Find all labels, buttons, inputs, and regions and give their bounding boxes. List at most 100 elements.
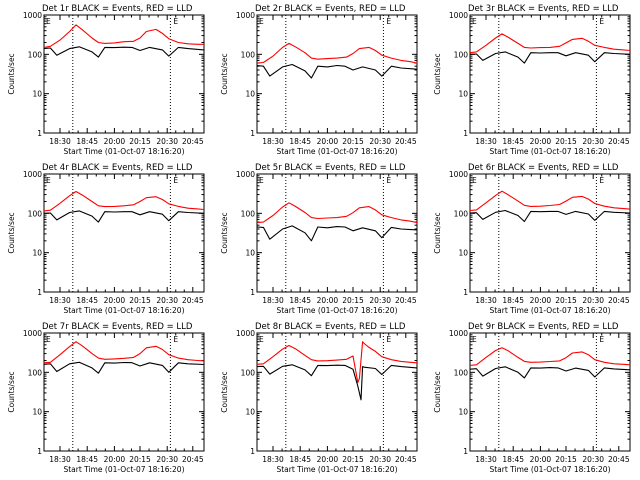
detector-panel-6: Det 6r BLACK = Events, RED = LLD 1 10 100 10… — [433, 163, 631, 315]
x-tick-label: 20:00 — [530, 455, 552, 464]
corner-mark-right: E — [173, 176, 178, 185]
x-tick-label: 18:30 — [262, 455, 284, 464]
series-events-black — [43, 210, 205, 223]
y-tick-label: 1000 — [449, 329, 468, 338]
series-lld-red — [469, 347, 631, 366]
plot-frame — [43, 14, 205, 134]
x-tick-label: 18:45 — [289, 137, 311, 146]
x-tick-label: 20:15 — [555, 296, 577, 305]
series-events-black — [43, 361, 205, 374]
x-tick-label: 20:45 — [608, 137, 630, 146]
y-axis-label: Counts/sec — [7, 212, 16, 253]
y-tick-label: 1000 — [449, 170, 468, 179]
series-events-black — [256, 364, 418, 401]
y-tick-label: 10 — [245, 90, 255, 99]
y-tick-label: 1000 — [23, 170, 42, 179]
y-tick-label: 10 — [245, 408, 255, 417]
y-tick-label: 100 — [241, 368, 256, 377]
x-tick-label: 20:00 — [104, 455, 126, 464]
corner-mark-left: E — [46, 176, 51, 185]
x-tick-label: 18:45 — [76, 455, 98, 464]
panel-title: Det 6r BLACK = Events, RED = LLD — [468, 163, 619, 173]
x-tick-label: 18:30 — [475, 455, 497, 464]
x-tick-label: 20:00 — [530, 137, 552, 146]
x-tick-label: 18:30 — [49, 137, 71, 146]
corner-mark-right: E — [599, 176, 604, 185]
panel-title: Det 5r BLACK = Events, RED = LLD — [255, 163, 406, 173]
series-lld-red — [43, 24, 204, 48]
detector-panel-5: Det 5r BLACK = Events, RED = LLD 1 10 100 10… — [220, 163, 418, 315]
corner-mark-right: E — [599, 335, 604, 344]
x-tick-label: 20:30 — [582, 296, 604, 305]
y-tick-label: 10 — [32, 408, 42, 417]
panel-title: Det 3r BLACK = Events, RED = LLD — [468, 4, 619, 14]
x-axis-label: Start Time (01-Oct-07 18:16:20) — [276, 147, 397, 156]
y-tick-label: 100 — [28, 368, 43, 377]
y-tick-label: 1 — [250, 129, 255, 138]
corner-mark-right: E — [173, 335, 178, 344]
x-axis-label: Start Time (01-Oct-07 18:16:20) — [63, 147, 184, 156]
corner-mark-left: E — [46, 17, 51, 26]
y-tick-label: 100 — [28, 209, 43, 218]
y-axis-label: Counts/sec — [220, 371, 229, 412]
x-tick-label: 20:30 — [582, 455, 604, 464]
x-tick-label: 20:45 — [182, 137, 204, 146]
x-tick-label: 20:00 — [317, 296, 339, 305]
y-tick-label: 1 — [463, 447, 468, 456]
x-tick-label: 20:15 — [342, 137, 364, 146]
x-tick-label: 20:30 — [369, 455, 391, 464]
x-tick-label: 18:45 — [502, 455, 524, 464]
x-tick-label: 18:30 — [49, 296, 71, 305]
corner-mark-left: E — [259, 335, 264, 344]
x-tick-label: 20:45 — [395, 455, 417, 464]
y-tick-label: 1 — [250, 288, 255, 297]
y-tick-label: 1 — [37, 447, 42, 456]
x-tick-label: 20:45 — [608, 455, 630, 464]
y-tick-label: 1000 — [23, 11, 42, 20]
series-events-black — [43, 46, 205, 58]
y-tick-label: 100 — [454, 50, 469, 59]
detector-panel-1: Det 1r BLACK = Events, RED = LLD 1 10 100 10… — [7, 4, 205, 156]
series-lld-red — [43, 190, 205, 212]
y-tick-label: 10 — [458, 90, 468, 99]
x-tick-label: 20:15 — [555, 137, 577, 146]
x-tick-label: 18:45 — [76, 137, 98, 146]
corner-mark-right: E — [386, 176, 391, 185]
series-lld-red — [43, 341, 205, 364]
x-tick-label: 20:30 — [369, 296, 391, 305]
plot-frame — [256, 14, 418, 134]
y-axis-label: Counts/sec — [220, 212, 229, 253]
x-tick-label: 20:45 — [395, 137, 417, 146]
panel-title: Det 1r BLACK = Events, RED = LLD — [42, 4, 193, 14]
y-tick-label: 100 — [454, 209, 469, 218]
corner-mark-right: E — [386, 17, 391, 26]
y-tick-label: 100 — [241, 209, 256, 218]
panel-title: Det 8r BLACK = Events, RED = LLD — [255, 322, 406, 332]
x-tick-label: 18:30 — [475, 296, 497, 305]
detector-panel-3: Det 3r BLACK = Events, RED = LLD 1 10 100 10… — [433, 4, 631, 156]
x-tick-label: 18:45 — [289, 296, 311, 305]
x-axis-label: Start Time (01-Oct-07 18:16:20) — [489, 147, 610, 156]
y-tick-label: 1000 — [449, 11, 468, 20]
x-tick-label: 18:30 — [262, 137, 284, 146]
x-tick-label: 20:15 — [342, 455, 364, 464]
x-axis-label: Start Time (01-Oct-07 18:16:20) — [489, 465, 610, 474]
x-tick-label: 20:45 — [395, 296, 417, 305]
x-tick-label: 20:00 — [530, 296, 552, 305]
y-tick-label: 1000 — [23, 329, 42, 338]
series-lld-red — [469, 190, 631, 212]
corner-mark-left: E — [259, 176, 264, 185]
panel-title: Det 4r BLACK = Events, RED = LLD — [42, 163, 193, 173]
series-lld-red — [256, 42, 418, 64]
x-tick-label: 20:15 — [342, 296, 364, 305]
y-tick-label: 1 — [463, 288, 468, 297]
x-axis-label: Start Time (01-Oct-07 18:16:20) — [276, 465, 397, 474]
corner-mark-left: E — [46, 335, 51, 344]
y-tick-label: 1 — [463, 129, 468, 138]
x-tick-label: 18:30 — [475, 137, 497, 146]
y-tick-label: 10 — [245, 249, 255, 258]
y-axis-label: Counts/sec — [433, 212, 442, 253]
x-tick-label: 20:30 — [156, 455, 178, 464]
series-lld-red — [469, 33, 631, 54]
